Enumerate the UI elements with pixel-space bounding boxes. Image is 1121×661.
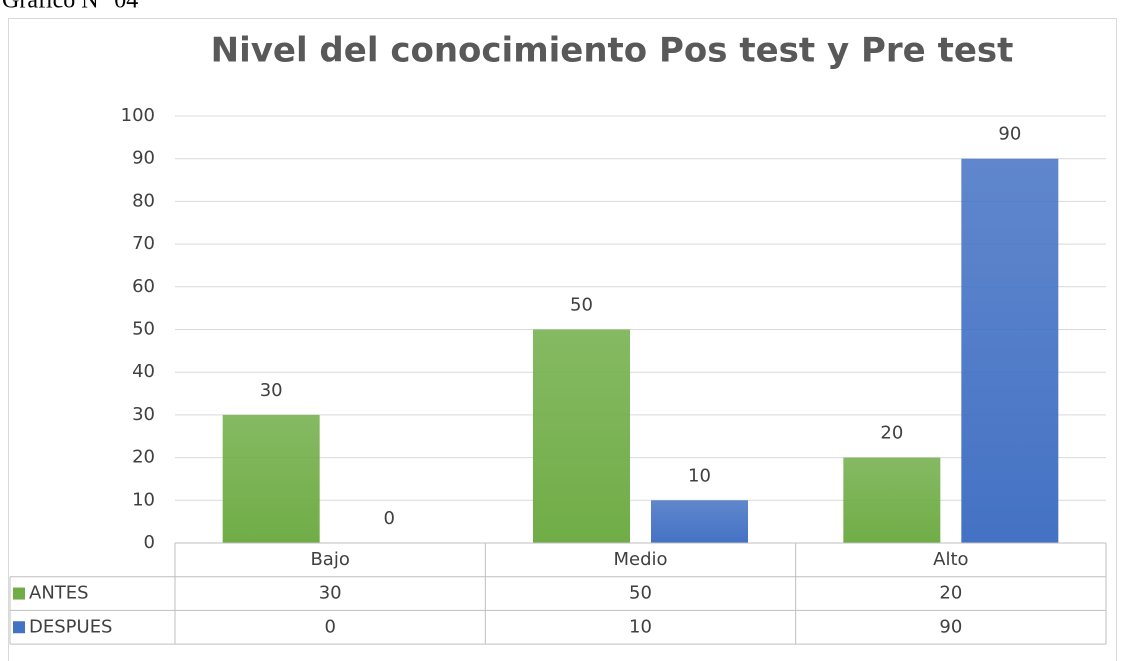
data-label: 50 [570, 295, 593, 316]
legend-key [13, 587, 25, 600]
table-value: 0 [324, 616, 335, 637]
bar [651, 500, 748, 543]
bar [533, 329, 630, 543]
y-tick-label: 100 [121, 105, 155, 126]
data-label: 0 [383, 508, 394, 529]
data-label: 90 [998, 124, 1021, 145]
legend-key [13, 621, 25, 634]
y-tick-label: 30 [132, 404, 155, 425]
data-label: 30 [260, 380, 283, 401]
table-value: 10 [629, 616, 652, 637]
bar [222, 414, 320, 543]
table-value: 20 [939, 583, 962, 604]
legend-label: ANTES [29, 583, 89, 604]
y-tick-label: 20 [132, 447, 155, 468]
x-tick-label: Bajo [310, 549, 349, 570]
x-tick-label: Alto [933, 549, 968, 570]
y-tick-label: 80 [132, 190, 155, 211]
y-tick-label: 0 [144, 532, 155, 553]
y-tick-label: 70 [132, 233, 155, 254]
table-value: 30 [319, 583, 342, 604]
y-tick-label: 90 [132, 148, 155, 169]
legend-label: DESPUES [29, 616, 113, 637]
y-tick-label: 10 [132, 489, 155, 510]
table-value: 50 [629, 583, 652, 604]
bar [843, 457, 941, 543]
chart-frame [8, 18, 1117, 661]
chart-title: Nivel del conocimiento Pos test y Pre te… [211, 31, 1014, 71]
y-tick-label: 50 [132, 319, 155, 340]
data-label: 10 [688, 465, 711, 486]
y-tick-label: 60 [132, 276, 155, 297]
caption: Gráfico N° 04 [2, 0, 138, 14]
bar [961, 158, 1059, 543]
table-value: 90 [939, 616, 962, 637]
x-tick-label: Medio [613, 549, 667, 570]
y-tick-label: 40 [132, 361, 155, 382]
data-label: 20 [880, 423, 903, 444]
